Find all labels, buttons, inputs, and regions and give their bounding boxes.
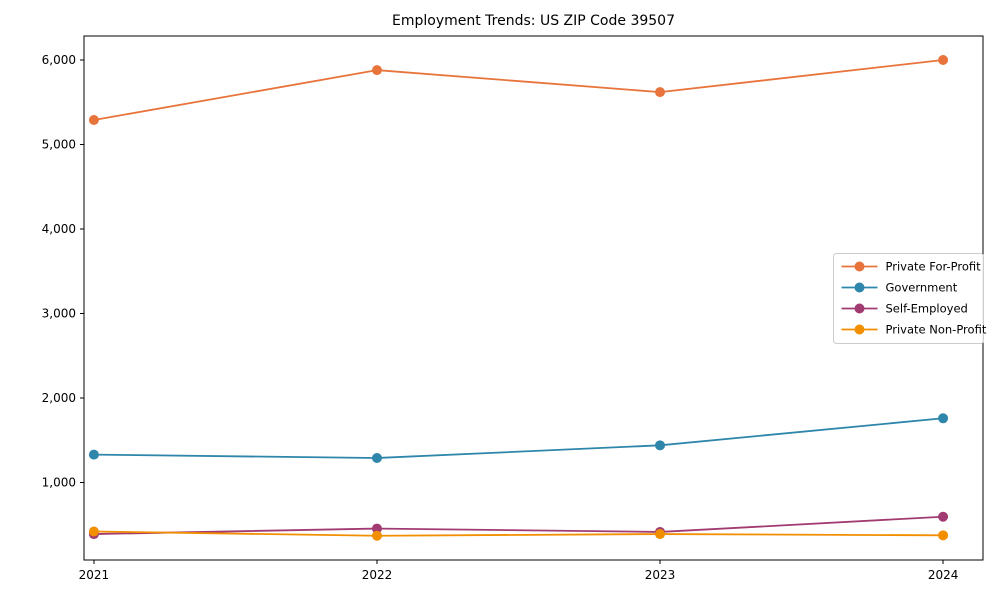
data-point-self-employed	[371, 523, 382, 534]
series-line-government	[93, 417, 944, 459]
data-point-private-for-profit	[371, 65, 382, 76]
legend: Private For-Profit Government Self-Employe…	[833, 253, 987, 344]
data-point-self-employed	[938, 511, 949, 522]
legend-label-private-for-profit: Private For-Profit	[886, 260, 982, 274]
series-line-private-non-profit	[93, 530, 944, 537]
legend-marker-private-for-profit	[854, 261, 865, 272]
data-point-private-for-profit	[938, 54, 949, 65]
y-tick-label: 6,000	[42, 53, 76, 67]
legend-marker-self-employed	[854, 303, 865, 314]
data-point-private-non-profit	[655, 529, 666, 540]
data-point-private-non-profit	[371, 530, 382, 541]
chart-title: Employment Trends: US ZIP Code 39507	[392, 13, 675, 29]
y-tick-label: 4,000	[42, 222, 76, 236]
legend-label-private-non-profit: Private Non-Profit	[886, 323, 987, 337]
legend-label-government: Government	[886, 281, 958, 295]
legend-marker-private-non-profit	[854, 324, 865, 335]
series-line-private-for-profit	[93, 59, 944, 121]
data-point-government	[938, 413, 949, 424]
data-point-government	[88, 449, 99, 460]
y-tick-label: 1,000	[42, 476, 76, 490]
data-series	[88, 54, 949, 541]
legend-box	[833, 253, 984, 344]
x-tick-label: 2021	[79, 568, 110, 582]
y-tick-label: 2,000	[42, 391, 76, 405]
series-line-self-employed	[93, 515, 944, 535]
x-tick-label: 2023	[645, 568, 676, 582]
legend-marker-government	[854, 282, 865, 293]
data-point-private-for-profit	[655, 87, 666, 98]
y-tick-label: 5,000	[42, 138, 76, 152]
data-point-government	[371, 453, 382, 464]
y-tick-label: 3,000	[42, 307, 76, 321]
data-point-government	[655, 440, 666, 451]
x-tick-label: 2024	[928, 568, 959, 582]
x-tick-label: 2022	[362, 568, 393, 582]
data-point-private-non-profit	[88, 526, 99, 537]
data-point-private-non-profit	[938, 530, 949, 541]
axis-ticks: 1,000 2,000 3,000 4,000 5,000 6,000 2021 2022 20…	[42, 53, 959, 582]
data-point-private-for-profit	[88, 114, 99, 125]
legend-label-self-employed: Self-Employed	[886, 302, 968, 316]
